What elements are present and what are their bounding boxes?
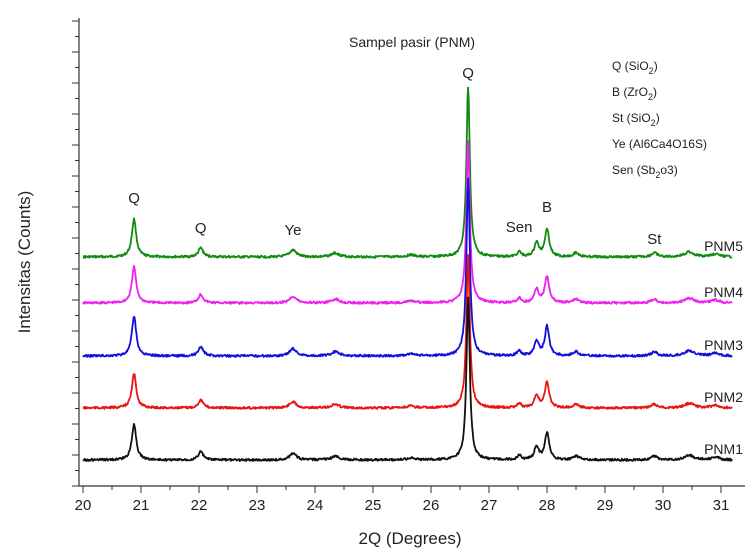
series-label-pnm2: PNM2 — [704, 389, 743, 405]
legend-entry: Q (SiO2) — [612, 59, 658, 76]
peak-label: Q — [128, 190, 140, 207]
x-tick-label: 31 — [713, 497, 730, 514]
x-axis-label: 2Q (Degrees) — [359, 529, 462, 548]
axes: 20 21 22 23 24 25 26 27 28 29 30 31 — [72, 18, 745, 514]
series-label-pnm3: PNM3 — [704, 337, 743, 353]
peak-label: St — [647, 231, 662, 248]
series-label-pnm4: PNM4 — [704, 284, 743, 300]
peak-label: Sen — [506, 219, 533, 236]
x-tick-label: 23 — [249, 497, 266, 514]
legend: Q (SiO2) B (ZrO2) St (SiO2) Ye (Al6Ca4O16S)… — [612, 59, 707, 180]
legend-entry: Ye (Al6Ca4O16S) — [612, 137, 707, 151]
y-axis-label: Intensitas (Counts) — [15, 191, 34, 334]
series-line-pnm3 — [82, 177, 733, 358]
peak-label: Ye — [284, 222, 301, 239]
series-line-pnm1 — [82, 296, 733, 462]
legend-entry: B (ZrO2) — [612, 85, 657, 102]
x-tick-label: 30 — [655, 497, 672, 514]
series-label-pnm5: PNM5 — [704, 238, 743, 254]
x-tick-label: 20 — [75, 497, 92, 514]
legend-entry: St (SiO2) — [612, 111, 660, 128]
x-tick-label: 25 — [365, 497, 382, 514]
x-tick-label: 24 — [307, 497, 324, 514]
peak-label: Q — [462, 65, 474, 82]
x-tick-label: 21 — [133, 497, 150, 514]
chart-title: Sampel pasir (PNM) — [349, 34, 475, 50]
series-label-pnm1: PNM1 — [704, 441, 743, 457]
labels-layer: Q Q Ye Q Sen B St — [128, 65, 662, 248]
series-line-pnm4 — [82, 140, 733, 305]
series-layer: PNM5 PNM4 PNM3 PNM2 PNM1 — [82, 86, 743, 462]
series-line-pnm5 — [82, 86, 733, 259]
legend-entry: Sen (Sb2o3) — [612, 163, 678, 180]
peak-label: B — [542, 199, 552, 216]
peak-label: Q — [195, 220, 207, 237]
x-tick-label: 26 — [423, 497, 440, 514]
x-tick-label: 28 — [539, 497, 556, 514]
x-tick-label: 29 — [597, 497, 614, 514]
series-line-pnm2 — [82, 253, 733, 410]
x-tick-label: 22 — [191, 497, 208, 514]
x-tick-label: 27 — [481, 497, 498, 514]
